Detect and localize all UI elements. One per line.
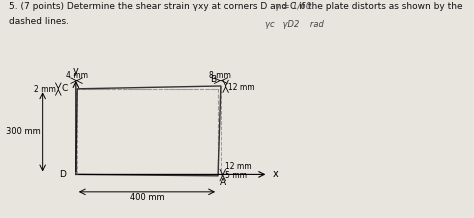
Text: 400 mm: 400 mm (129, 193, 164, 202)
Text: C: C (62, 84, 68, 93)
Text: B: B (210, 75, 216, 84)
Text: 5 mm: 5 mm (225, 171, 247, 180)
Text: dashed lines.: dashed lines. (9, 17, 70, 26)
Text: y: y (73, 66, 79, 76)
Text: 300 mm: 300 mm (6, 127, 40, 136)
Text: γc   γD2    rad: γc γD2 rad (265, 20, 324, 29)
Text: 12 mm: 12 mm (225, 162, 252, 171)
Text: 4 mm: 4 mm (65, 71, 88, 80)
Text: 2 mm: 2 mm (34, 85, 56, 94)
Text: γ = 1/60: γ = 1/60 (275, 2, 311, 11)
Text: x: x (273, 169, 279, 179)
Text: 5. (7 points) Determine the shear strain γxy at corners D and C if the plate dis: 5. (7 points) Determine the shear strain… (9, 2, 463, 11)
Text: 12 mm: 12 mm (228, 83, 255, 92)
Text: D: D (59, 170, 66, 179)
Text: 8 mm: 8 mm (209, 71, 230, 80)
Text: A: A (220, 178, 227, 187)
